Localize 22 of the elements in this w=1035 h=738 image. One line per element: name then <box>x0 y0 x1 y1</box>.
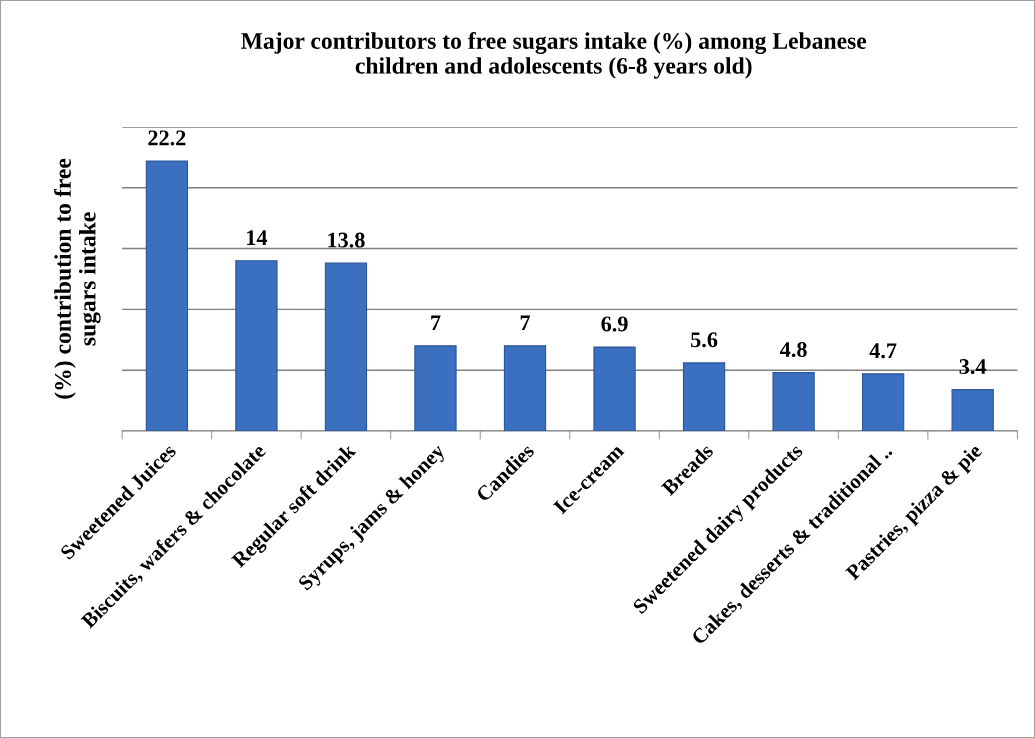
bar <box>772 372 815 431</box>
data-label: 7 <box>520 315 531 331</box>
chart-title: Major contributors to free sugars intake (%) among Lebanese children and adolescents (6-8 years old) <box>241 32 867 79</box>
data-label: 5.6 <box>691 332 718 348</box>
bar <box>235 260 278 431</box>
y-axis-title: (%) contribution to free sugars intake <box>54 158 101 399</box>
bar <box>682 362 726 431</box>
data-label: 13.8 <box>328 232 365 248</box>
bar <box>593 346 636 431</box>
bar <box>951 389 994 431</box>
bar <box>861 373 905 431</box>
bar <box>324 262 368 431</box>
data-label: 7 <box>431 315 441 331</box>
data-label: 22.2 <box>148 130 186 146</box>
bar <box>145 160 189 431</box>
data-label: 4.7 <box>869 343 897 359</box>
data-label: 6.9 <box>601 316 628 332</box>
data-label: 14 <box>247 230 268 245</box>
bar <box>503 345 547 431</box>
bar <box>414 345 457 431</box>
data-label: 3.4 <box>959 359 987 375</box>
data-label: 4.8 <box>780 341 807 358</box>
